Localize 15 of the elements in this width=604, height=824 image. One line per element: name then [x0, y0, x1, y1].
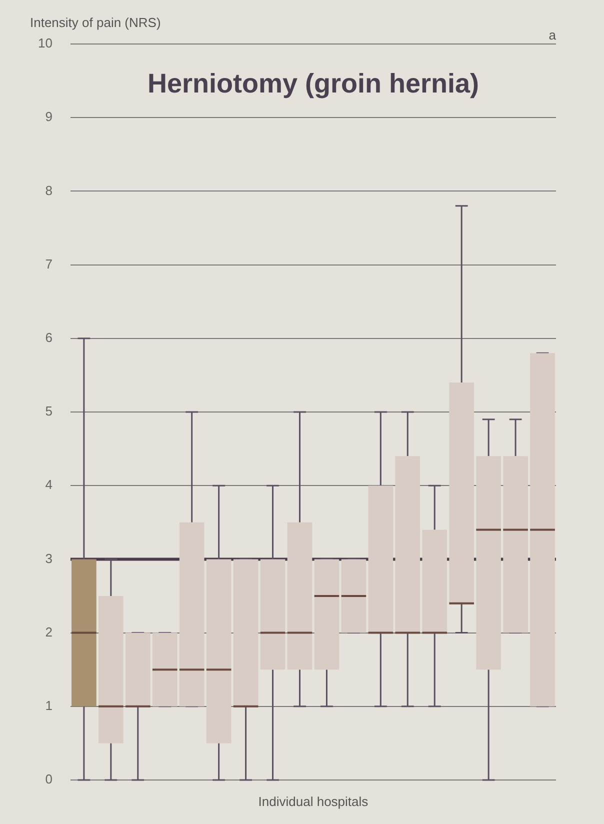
y-tick-label: 2	[45, 624, 52, 640]
y-axis-title: Intensity of pain (NRS)	[30, 15, 161, 30]
y-tick-label: 4	[45, 477, 52, 492]
y-tick-label: 1	[45, 698, 52, 713]
y-tick-label: 7	[45, 256, 52, 272]
y-tick-label: 8	[45, 182, 52, 198]
y-tick-label: 9	[45, 109, 52, 124]
x-axis-title: Individual hospitals	[258, 794, 369, 810]
y-tick-label: 5	[45, 404, 52, 419]
text: a	[548, 28, 557, 43]
y-tick-label: 10	[38, 36, 52, 51]
y-tick-label: 0	[45, 772, 52, 787]
y-tick-label: 6	[45, 330, 52, 345]
text: Herniotomy (groin hernia)	[147, 68, 479, 98]
y-tick-label: 3	[45, 550, 52, 566]
